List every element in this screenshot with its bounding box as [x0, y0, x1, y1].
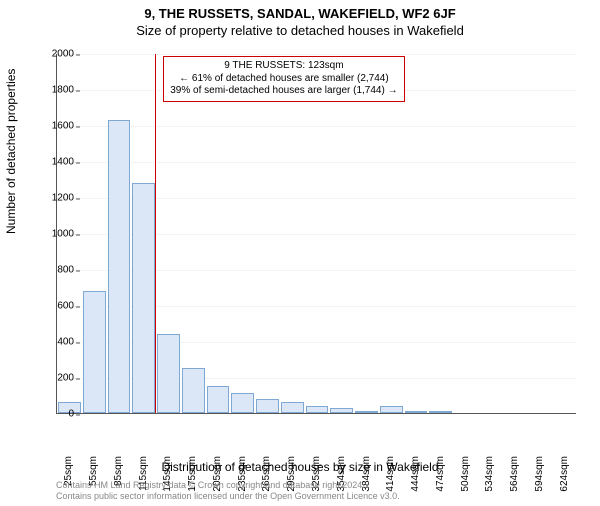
footer-line-1: Contains HM Land Registry data © Crown c… — [56, 480, 400, 491]
y-tick: 2000 — [34, 49, 74, 60]
histogram-bar — [281, 402, 304, 413]
y-tick: 600 — [34, 301, 74, 312]
annotation-line-1: 9 THE RUSSETS: 123sqm — [170, 60, 397, 73]
histogram-bar — [256, 399, 279, 413]
histogram-bar — [108, 120, 131, 413]
histogram-bar — [429, 411, 452, 413]
y-tick: 1400 — [34, 157, 74, 168]
annotation-box: 9 THE RUSSETS: 123sqm← 61% of detached h… — [163, 56, 404, 102]
y-tick: 1600 — [34, 121, 74, 132]
gridline — [57, 126, 576, 127]
histogram-bar — [380, 406, 403, 413]
histogram-bar — [157, 334, 180, 413]
reference-line — [155, 54, 156, 413]
y-tick: 1200 — [34, 193, 74, 204]
histogram-bar — [355, 411, 378, 413]
annotation-line-3: 39% of semi-detached houses are larger (… — [170, 85, 397, 98]
histogram-plot: 9 THE RUSSETS: 123sqm← 61% of detached h… — [56, 54, 576, 414]
histogram-bar — [231, 393, 254, 413]
histogram-bar — [182, 368, 205, 413]
gridline — [57, 162, 576, 163]
y-tick: 1000 — [34, 229, 74, 240]
histogram-bar — [306, 406, 329, 413]
y-tick: 200 — [34, 373, 74, 384]
histogram-bar — [83, 291, 106, 413]
y-tick: 0 — [34, 409, 74, 420]
x-tick-row: 25sqm55sqm85sqm115sqm145sqm175sqm205sqm2… — [56, 416, 576, 466]
y-axis-label: Number of detached properties — [4, 69, 18, 234]
histogram-bar — [405, 411, 428, 413]
y-tick: 800 — [34, 265, 74, 276]
x-axis-label: Distribution of detached houses by size … — [0, 460, 600, 474]
histogram-bar — [132, 183, 155, 413]
page-subtitle: Size of property relative to detached ho… — [0, 23, 600, 38]
gridline — [57, 54, 576, 55]
y-tick: 1800 — [34, 85, 74, 96]
page-address: 9, THE RUSSETS, SANDAL, WAKEFIELD, WF2 6… — [0, 6, 600, 21]
y-tick: 400 — [34, 337, 74, 348]
histogram-bar — [330, 408, 353, 413]
histogram-bar — [207, 386, 230, 413]
footer-attribution: Contains HM Land Registry data © Crown c… — [56, 480, 400, 502]
annotation-line-2: ← 61% of detached houses are smaller (2,… — [170, 73, 397, 86]
